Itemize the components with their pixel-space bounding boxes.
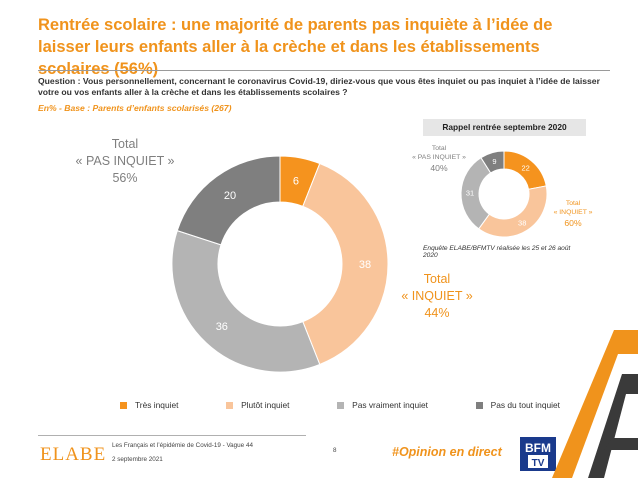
main-data-label-1: 38 bbox=[359, 259, 371, 271]
inset-total-inquiet: Total « INQUIET » 60% bbox=[551, 199, 595, 229]
survey-base: En% - Base : Parents d’enfants scolarisé… bbox=[38, 103, 232, 113]
inset-data-label-1: 38 bbox=[518, 218, 526, 227]
total-pas-inquiet-label: Total bbox=[111, 137, 139, 151]
svg-text:BFM: BFM bbox=[525, 441, 551, 455]
legend-swatch bbox=[337, 401, 345, 409]
legend-item-pas-vraiment-inquiet: Pas vraiment inquiet bbox=[337, 400, 428, 410]
svg-text:TV: TV bbox=[532, 458, 545, 469]
inset-heading: Rappel rentrée septembre 2020 bbox=[423, 119, 586, 136]
legend-label: Pas du tout inquiet bbox=[490, 400, 560, 410]
total-inquiet-value: 44% bbox=[424, 306, 450, 320]
bfm-tv-logo: BFM TV bbox=[520, 437, 556, 471]
total-pas-inquiet-value: 56% bbox=[112, 171, 138, 185]
hashtag: #Opinion en direct bbox=[392, 445, 502, 459]
page-number: 8 bbox=[333, 447, 337, 454]
page-title: Rentrée scolaire : une majorité de paren… bbox=[38, 16, 553, 78]
legend-label: Très inquiet bbox=[135, 400, 179, 410]
chart-legend: Très inquiet Plutôt inquiet Pas vraiment… bbox=[120, 400, 560, 410]
inset-data-label-2: 31 bbox=[466, 189, 474, 198]
footer-date: 2 septembre 2021 bbox=[112, 456, 163, 463]
inset-panel-2020: Rappel rentrée septembre 2020 22 38 31 9 To… bbox=[412, 119, 592, 262]
inset-total-inq-value: 60% bbox=[564, 218, 582, 228]
inset-total-pas-sub: « PAS INQUIET » bbox=[412, 154, 466, 161]
main-data-label-0: 6 bbox=[293, 175, 299, 187]
legend-swatch bbox=[226, 401, 234, 409]
inset-total-inq-label: Total bbox=[565, 200, 581, 207]
footer-divider bbox=[38, 435, 306, 436]
main-slice-1 bbox=[302, 162, 389, 366]
legend-item-pas-du-tout-inquiet: Pas du tout inquiet bbox=[475, 400, 560, 410]
total-pas-inquiet: Total « PAS INQUIET » 56% bbox=[70, 136, 180, 187]
inset-data-label-3: 9 bbox=[492, 157, 496, 166]
inset-slice-1 bbox=[478, 185, 548, 238]
inset-slice-3 bbox=[480, 150, 505, 174]
survey-question: Question : Vous personnellement, concern… bbox=[38, 76, 600, 97]
inset-data-label-0: 22 bbox=[522, 163, 530, 172]
inset-source-note: Enquête ELABE/BFMTV réalisée les 25 et 2… bbox=[423, 245, 571, 259]
inset-total-pas-value: 40% bbox=[430, 163, 448, 173]
main-slice-3 bbox=[176, 155, 281, 246]
title-divider bbox=[38, 70, 610, 71]
total-inquiet-sub: « INQUIET » bbox=[401, 289, 473, 303]
footer-source: Les Français et l’épidémie de Covid-19 -… bbox=[112, 442, 253, 449]
total-pas-inquiet-sub: « PAS INQUIET » bbox=[75, 154, 175, 168]
legend-item-plutot-inquiet: Plutôt inquiet bbox=[226, 400, 290, 410]
total-inquiet: Total « INQUIET » 44% bbox=[382, 271, 492, 322]
decorative-a-shape bbox=[552, 330, 638, 478]
inset-total-inq-sub: « INQUIET » bbox=[553, 209, 593, 216]
legend-swatch bbox=[475, 401, 483, 409]
elabe-logo: ELABE bbox=[40, 444, 107, 465]
inset-total-pas-label: Total bbox=[431, 145, 447, 152]
inset-total-pas-inquiet: Total « PAS INQUIET » 40% bbox=[409, 144, 469, 174]
legend-item-tres-inquiet: Très inquiet bbox=[120, 400, 178, 410]
main-data-label-2: 36 bbox=[216, 321, 228, 333]
legend-swatch bbox=[120, 401, 127, 409]
main-slice-2 bbox=[171, 229, 321, 373]
main-donut-chart: 6 38 36 20 bbox=[171, 155, 389, 373]
main-data-label-3: 20 bbox=[224, 190, 236, 202]
legend-label: Pas vraiment inquiet bbox=[352, 400, 428, 410]
total-inquiet-label: Total bbox=[423, 272, 451, 286]
inset-donut-chart: 22 38 31 9 bbox=[460, 150, 548, 238]
legend-label: Plutôt inquiet bbox=[241, 400, 290, 410]
